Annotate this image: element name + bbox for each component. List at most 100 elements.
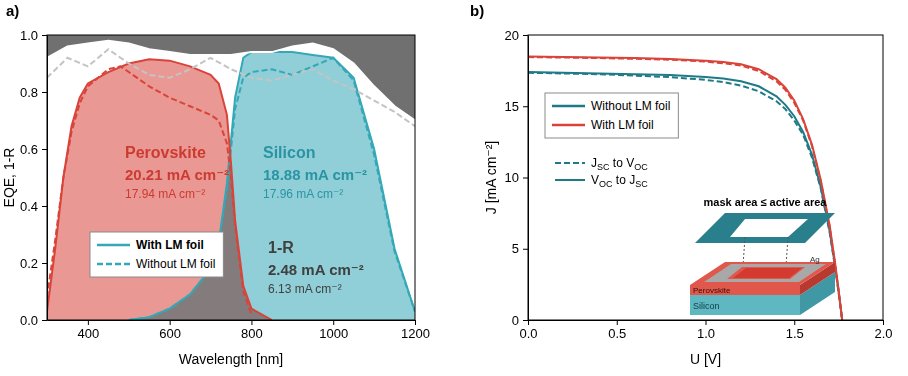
y-axis-title: EQE, 1-R [1, 148, 17, 208]
annotation-value: 2.48 mA cm⁻² [268, 261, 364, 278]
line-style-legend: JSC to VOCVOC to JSC [555, 156, 648, 189]
tick-label: 1200 [401, 326, 430, 341]
x-axis-tick: 2.0 [874, 320, 892, 341]
tick-label: 0.2 [20, 256, 38, 271]
areas [47, 35, 415, 320]
x-axis: 0.0 0.5 1.0 1.5 2.0 [519, 320, 892, 341]
tick-label: 0.6 [20, 142, 38, 157]
tick-mark [523, 35, 528, 36]
annotation-value: 20.21 mA cm⁻² [125, 166, 229, 183]
legend-box [90, 232, 223, 277]
y-axis-line [47, 36, 48, 321]
y-axis-tick: 0.0 [20, 313, 47, 328]
lines [528, 56, 842, 320]
tick-mark [42, 320, 47, 321]
tick-mark [523, 249, 528, 250]
series-line [47, 49, 415, 126]
tick-label: 1000 [319, 326, 348, 341]
inset-label: Perovskite [693, 286, 731, 295]
tick-mark [170, 320, 171, 325]
y-axis-tick: 15 [505, 99, 528, 114]
guide-line [743, 237, 745, 266]
tick-mark [333, 320, 334, 325]
active-area [733, 268, 802, 278]
tick-mark [42, 35, 47, 36]
y-axis-title: J [mA cm⁻²] [483, 141, 499, 215]
x-axis-tick: 1000 [319, 320, 348, 341]
y-axis-tick: 20 [505, 28, 528, 43]
tick-mark [88, 320, 89, 325]
y-axis: 0.0 0.2 0.4 0.6 0.8 1.0 [20, 28, 48, 328]
x-axis-title: U [V] [690, 351, 721, 367]
x-axis-tick: 1.0 [697, 320, 715, 341]
inset-label: Ag [810, 255, 820, 264]
panel-label: b) [470, 2, 484, 19]
legend-swatch [552, 124, 585, 127]
plot-area [47, 35, 415, 320]
y-axis-tick: 0.2 [20, 256, 47, 271]
legend-swatch [97, 263, 130, 266]
panel-label: a) [6, 2, 19, 19]
tick-mark [523, 106, 528, 107]
annotation-value: 18.88 mA cm⁻² [263, 166, 367, 183]
series-line [47, 66, 251, 314]
x-axis-tick: 1.5 [786, 320, 804, 341]
tick-mark [415, 320, 416, 325]
tick-label: 600 [159, 326, 181, 341]
tick-mark [523, 320, 528, 321]
x-axis-tick: 0.0 [519, 320, 537, 341]
legend-swatch [555, 162, 585, 164]
legend: With LM foilWithout LM foil [90, 232, 223, 277]
annotation-value: 17.96 mA cm⁻² [263, 187, 343, 201]
annotation-value: 17.94 mA cm⁻² [125, 187, 205, 201]
tick-label: 10 [505, 170, 519, 185]
y-axis-tick: 0.4 [20, 199, 47, 214]
tick-label: 0 [512, 313, 519, 328]
tick-label: 0.4 [20, 199, 38, 214]
tick-label: 1.0 [697, 326, 715, 341]
tick-label: 0.5 [608, 326, 626, 341]
lines [47, 41, 415, 320]
annotation-label: Silicon [263, 144, 315, 161]
tick-label: 1.0 [20, 28, 38, 43]
annotation-value: 6.13 mA cm⁻² [268, 282, 342, 296]
series-line [528, 73, 842, 320]
series-line [528, 72, 842, 320]
inset: mask area ≤ active area Ag Perovskite Silic… [690, 196, 835, 315]
annotation-label: 1-R [268, 239, 294, 256]
y-axis-line [528, 36, 529, 321]
plot-area [528, 56, 842, 320]
plot-frame [528, 35, 883, 320]
legend-label: Without LM foil [591, 99, 670, 113]
y-axis-tick: 10 [505, 170, 528, 185]
y-axis-tick: 5 [512, 241, 528, 256]
inset-title: mask area ≤ active area [704, 196, 828, 208]
silicon-front [690, 295, 800, 315]
tick-label: 400 [78, 326, 100, 341]
y-axis-tick: 1.0 [20, 28, 47, 43]
annotation-label: Perovskite [125, 144, 206, 161]
figure: 400600800100012000.00.20.40.60.81.0Wavel… [0, 0, 908, 376]
legend-swatch [555, 179, 585, 181]
ag-contact [704, 264, 826, 282]
tick-mark [42, 92, 47, 93]
tick-mark [42, 149, 47, 150]
legend: Without LM foilWith LM foil [545, 93, 678, 138]
y-axis-tick: 0.6 [20, 142, 47, 157]
series-line [528, 57, 842, 320]
series-line [47, 41, 415, 121]
tick-mark [251, 320, 252, 325]
tick-mark [42, 263, 47, 264]
guide-line [786, 237, 788, 266]
legend-label: VOC to JSC [591, 173, 648, 189]
legend-label: With LM foil [136, 238, 204, 252]
tick-label: 2.0 [874, 326, 892, 341]
y-axis-tick: 0.8 [20, 85, 47, 100]
legend-swatch [97, 244, 130, 247]
y-axis-tick: 0 [512, 313, 528, 328]
x-axis-title: Wavelength [nm] [179, 351, 284, 367]
inset-label: Silicon [693, 301, 720, 311]
x-axis-tick: 0.5 [608, 320, 626, 341]
tick-mark [617, 320, 618, 325]
tick-mark [42, 206, 47, 207]
